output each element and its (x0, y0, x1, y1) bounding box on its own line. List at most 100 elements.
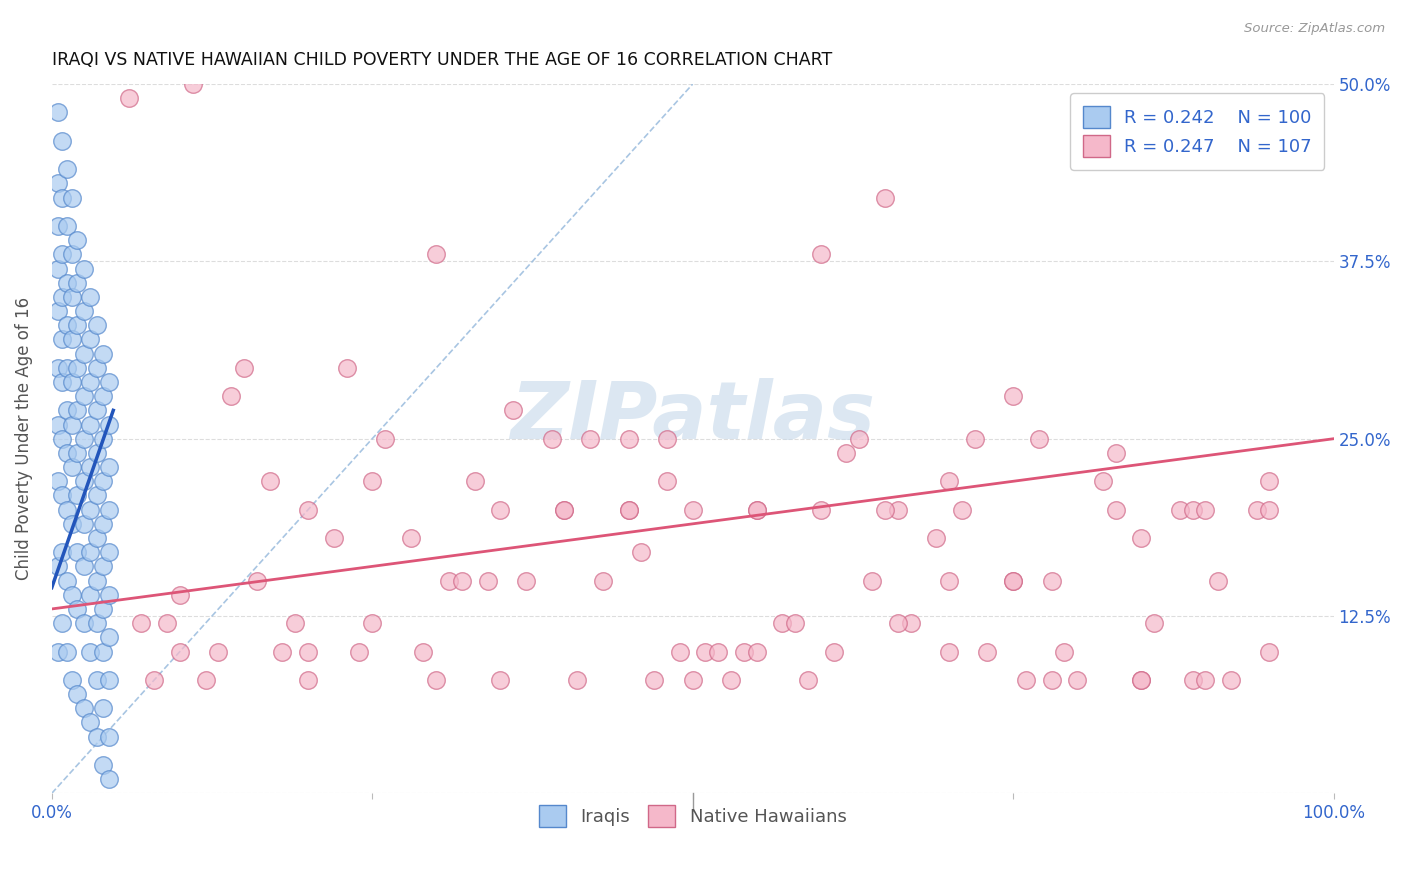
Point (284, 616, 307, 631)
Point (51, 545, 73, 559)
Point (143, 673, 166, 687)
Point (46, 261, 69, 276)
Point (98, 673, 121, 687)
Point (361, 616, 384, 631)
Point (86, 488, 108, 502)
Point (98, 772, 121, 787)
Point (60, 191, 83, 205)
Point (886, 502, 908, 516)
Point (1040, 673, 1063, 687)
Point (91, 389, 114, 403)
Point (66, 488, 89, 502)
Point (1002, 389, 1025, 403)
Point (60, 417, 83, 432)
Point (169, 588, 191, 602)
Point (91, 701, 114, 715)
Point (73, 475, 96, 489)
Point (86, 531, 108, 545)
Point (1194, 673, 1216, 687)
Point (655, 432, 678, 446)
Point (553, 502, 575, 516)
Point (451, 574, 474, 588)
Point (51, 432, 73, 446)
Point (1015, 673, 1038, 687)
Point (745, 502, 768, 516)
Point (66, 687, 89, 701)
Point (682, 502, 704, 516)
Point (1206, 574, 1229, 588)
Point (56, 502, 79, 516)
Text: IRAQI VS NATIVE HAWAIIAN CHILD POVERTY UNDER THE AGE OF 16 CORRELATION CHART: IRAQI VS NATIVE HAWAIIAN CHILD POVERTY U… (52, 51, 832, 69)
Point (579, 432, 602, 446)
Point (86, 446, 108, 460)
Point (73, 516, 96, 531)
Point (437, 574, 460, 588)
Point (335, 360, 357, 375)
Point (181, 77, 204, 91)
Point (46, 219, 69, 233)
Point (745, 502, 768, 516)
Point (46, 475, 69, 489)
Point (643, 673, 665, 687)
Point (60, 333, 83, 347)
Text: ZIPatlas: ZIPatlas (510, 378, 875, 457)
Point (297, 502, 319, 516)
Point (412, 644, 434, 658)
Point (770, 616, 793, 631)
Point (695, 644, 717, 658)
Point (98, 630, 121, 644)
Point (425, 673, 447, 687)
Point (86, 730, 108, 744)
Point (60, 588, 83, 602)
Point (79, 715, 101, 730)
Point (873, 191, 896, 205)
Point (86, 403, 108, 417)
Point (51, 134, 73, 148)
Point (56, 644, 79, 658)
Point (1104, 502, 1126, 516)
Point (567, 673, 589, 687)
Point (1104, 446, 1126, 460)
Legend: Iraqis, Native Hawaiians: Iraqis, Native Hawaiians (531, 797, 853, 834)
Point (66, 545, 89, 559)
Point (51, 191, 73, 205)
Point (733, 644, 755, 658)
Point (1091, 475, 1114, 489)
Point (682, 673, 704, 687)
Point (56, 318, 79, 333)
Point (51, 290, 73, 304)
Point (1258, 644, 1281, 658)
Point (963, 432, 986, 446)
Point (73, 701, 96, 715)
Point (91, 758, 114, 772)
Point (156, 616, 179, 631)
Point (86, 616, 108, 631)
Text: Source: ZipAtlas.com: Source: ZipAtlas.com (1244, 22, 1385, 36)
Point (976, 644, 998, 658)
Point (1028, 432, 1050, 446)
Point (79, 588, 101, 602)
Point (98, 417, 121, 432)
Point (938, 644, 960, 658)
Point (73, 261, 96, 276)
Point (1066, 673, 1088, 687)
Point (1194, 502, 1216, 516)
Point (73, 304, 96, 318)
Point (51, 375, 73, 389)
Point (86, 673, 108, 687)
Point (56, 162, 79, 177)
Point (118, 91, 141, 105)
Point (617, 502, 640, 516)
Point (46, 177, 69, 191)
Point (1130, 673, 1153, 687)
Point (938, 574, 960, 588)
Point (515, 574, 537, 588)
Point (797, 673, 820, 687)
Point (86, 318, 108, 333)
Point (322, 531, 344, 545)
Point (91, 432, 114, 446)
Point (1130, 673, 1153, 687)
Point (73, 432, 96, 446)
Point (79, 545, 101, 559)
Point (91, 475, 114, 489)
